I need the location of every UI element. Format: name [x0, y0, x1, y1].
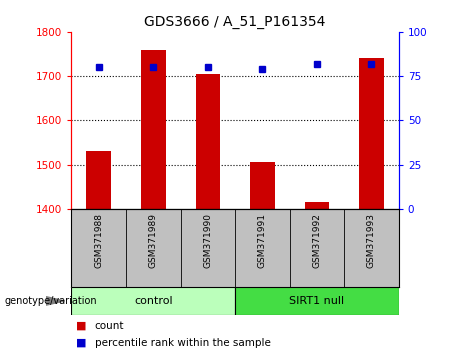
Text: genotype/variation: genotype/variation	[5, 296, 97, 306]
Text: GSM371988: GSM371988	[94, 213, 103, 268]
Bar	[250, 162, 275, 209]
Bar	[87, 152, 111, 209]
Text: ■: ■	[76, 321, 87, 331]
Bar	[195, 74, 220, 209]
Text: GSM371989: GSM371989	[149, 213, 158, 268]
Text: GSM371992: GSM371992	[313, 213, 321, 268]
Text: GSM371991: GSM371991	[258, 213, 267, 268]
Text: control: control	[134, 296, 172, 306]
Bar	[359, 58, 384, 209]
Bar	[71, 287, 235, 315]
Text: ■: ■	[76, 338, 87, 348]
Text: GSM371993: GSM371993	[367, 213, 376, 268]
Bar	[141, 50, 165, 209]
Text: GSM371990: GSM371990	[203, 213, 213, 268]
Bar	[305, 202, 329, 209]
Text: SIRT1 null: SIRT1 null	[290, 296, 344, 306]
Title: GDS3666 / A_51_P161354: GDS3666 / A_51_P161354	[144, 16, 326, 29]
Text: count: count	[95, 321, 124, 331]
Text: percentile rank within the sample: percentile rank within the sample	[95, 338, 271, 348]
Polygon shape	[46, 297, 65, 305]
Bar	[235, 287, 399, 315]
